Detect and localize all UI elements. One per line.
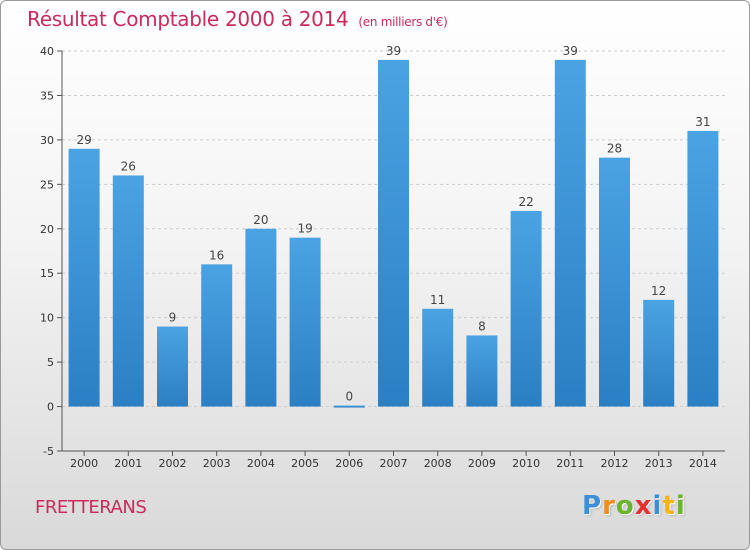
bar	[68, 148, 100, 407]
x-tick-label: 2007	[380, 457, 408, 470]
x-tick-label: 2008	[424, 457, 452, 470]
x-tick-label: 2005	[291, 457, 319, 470]
commune-name: FRETTERANS	[35, 497, 147, 518]
y-tick-label: 35	[40, 89, 54, 102]
x-tick-label: 2014	[689, 457, 717, 470]
title-text: Résultat Comptable 2000 à 2014	[27, 7, 349, 31]
logo-letter: i	[675, 491, 686, 521]
x-tick-label: 2001	[114, 457, 142, 470]
x-tick-label: 2000	[70, 457, 98, 470]
bar	[333, 405, 365, 408]
x-tick-label: 2010	[512, 457, 540, 470]
data-label: 39	[563, 44, 578, 58]
data-label: 20	[253, 213, 268, 227]
y-tick-label: 10	[40, 312, 54, 325]
y-tick-label: 0	[47, 401, 54, 414]
data-label: 11	[430, 293, 445, 307]
bar	[289, 237, 321, 407]
y-tick-label: 30	[40, 134, 54, 147]
data-label: 19	[297, 222, 312, 236]
logo-letter: o	[615, 491, 635, 521]
y-tick-label: 5	[47, 356, 54, 369]
x-tick-label: 2011	[556, 457, 584, 470]
x-tick-label: 2004	[247, 457, 275, 470]
proxiti-logo: Proxiti	[582, 491, 686, 521]
data-label: 0	[345, 390, 353, 404]
y-tick-label: -5	[43, 445, 54, 458]
data-label: 26	[121, 159, 136, 173]
bar	[201, 264, 233, 407]
data-label: 29	[76, 133, 91, 147]
title-unit: (en milliers d'€)	[358, 15, 448, 29]
x-tick-label: 2013	[645, 457, 673, 470]
y-tick-label: 20	[40, 223, 54, 236]
bar	[112, 175, 144, 407]
logo-letter: P	[582, 491, 603, 521]
x-tick-label: 2002	[159, 457, 187, 470]
bar	[157, 326, 188, 407]
bar	[510, 211, 542, 407]
logo-letter: t	[662, 491, 676, 521]
bar	[687, 131, 719, 407]
bar	[554, 59, 586, 407]
x-tick-label: 2012	[601, 457, 629, 470]
data-label: 9	[169, 311, 177, 325]
chart-title: Résultat Comptable 2000 à 2014 (en millie…	[27, 7, 448, 31]
data-label: 39	[386, 44, 401, 58]
bar	[643, 299, 675, 407]
logo-letter: x	[634, 491, 653, 521]
bar	[378, 59, 409, 407]
data-label: 28	[607, 142, 622, 156]
data-label: 12	[651, 284, 666, 298]
bar	[422, 308, 454, 407]
data-label: 16	[209, 248, 224, 262]
logo-letter: r	[602, 491, 616, 521]
x-tick-label: 2003	[203, 457, 231, 470]
bar	[466, 335, 498, 407]
bar	[245, 228, 277, 407]
y-tick-label: 15	[40, 267, 54, 280]
y-tick-label: 25	[40, 178, 54, 191]
data-label: 8	[478, 319, 486, 333]
data-label: 31	[695, 115, 710, 129]
x-tick-label: 2006	[335, 457, 363, 470]
bar	[599, 157, 630, 407]
y-tick-label: 40	[40, 45, 54, 58]
x-tick-label: 2009	[468, 457, 496, 470]
data-label: 22	[518, 195, 533, 209]
logo-letter: i	[652, 491, 663, 521]
